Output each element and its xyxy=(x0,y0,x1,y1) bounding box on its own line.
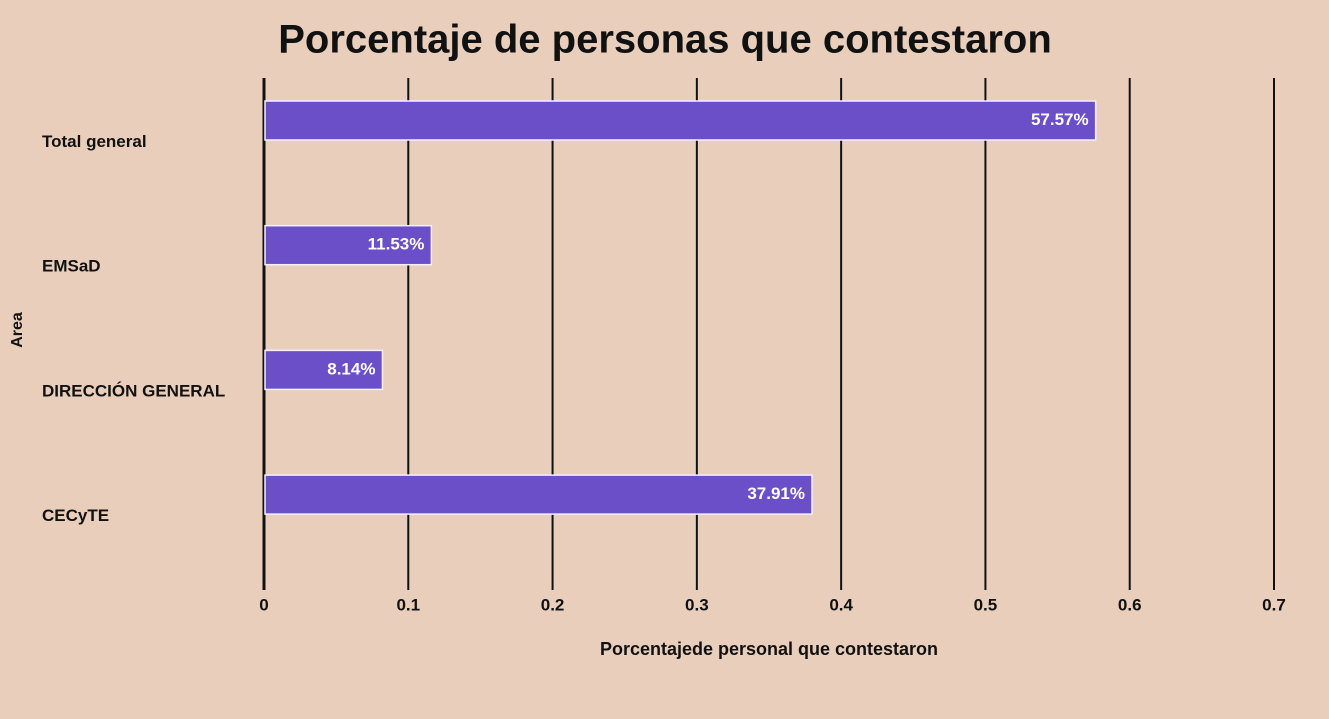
x-tick-label: 0.2 xyxy=(541,595,565,614)
data-label: 11.53% xyxy=(368,235,425,254)
y-axis-label: Area xyxy=(9,312,26,348)
x-tick-label: 0.3 xyxy=(685,595,709,614)
x-tick-label: 0.1 xyxy=(396,595,420,614)
data-label: 37.91% xyxy=(747,484,805,503)
y-tick-label: Total general xyxy=(42,132,147,151)
bar xyxy=(264,224,433,266)
data-label: 8.14% xyxy=(327,359,375,378)
x-tick-label: 0.5 xyxy=(974,595,998,614)
x-tick-label: 0.4 xyxy=(829,595,853,614)
x-axis-label: Porcentajede personal que contestaron xyxy=(600,639,938,659)
bar xyxy=(264,474,813,515)
y-tick-label: DIRECCIÓN GENERAL xyxy=(42,381,225,400)
chart-title: Porcentaje de personas que contestaron xyxy=(278,18,1052,62)
x-tick-label: 0 xyxy=(259,595,268,614)
y-tick-label: CECyTE xyxy=(42,506,109,525)
bar xyxy=(264,100,1097,141)
data-label: 57.57% xyxy=(1031,110,1089,129)
x-tick-label: 0.7 xyxy=(1262,595,1286,614)
x-tick-label: 0.6 xyxy=(1118,595,1142,614)
bar xyxy=(264,349,384,391)
y-tick-label: EMSaD xyxy=(42,257,101,276)
